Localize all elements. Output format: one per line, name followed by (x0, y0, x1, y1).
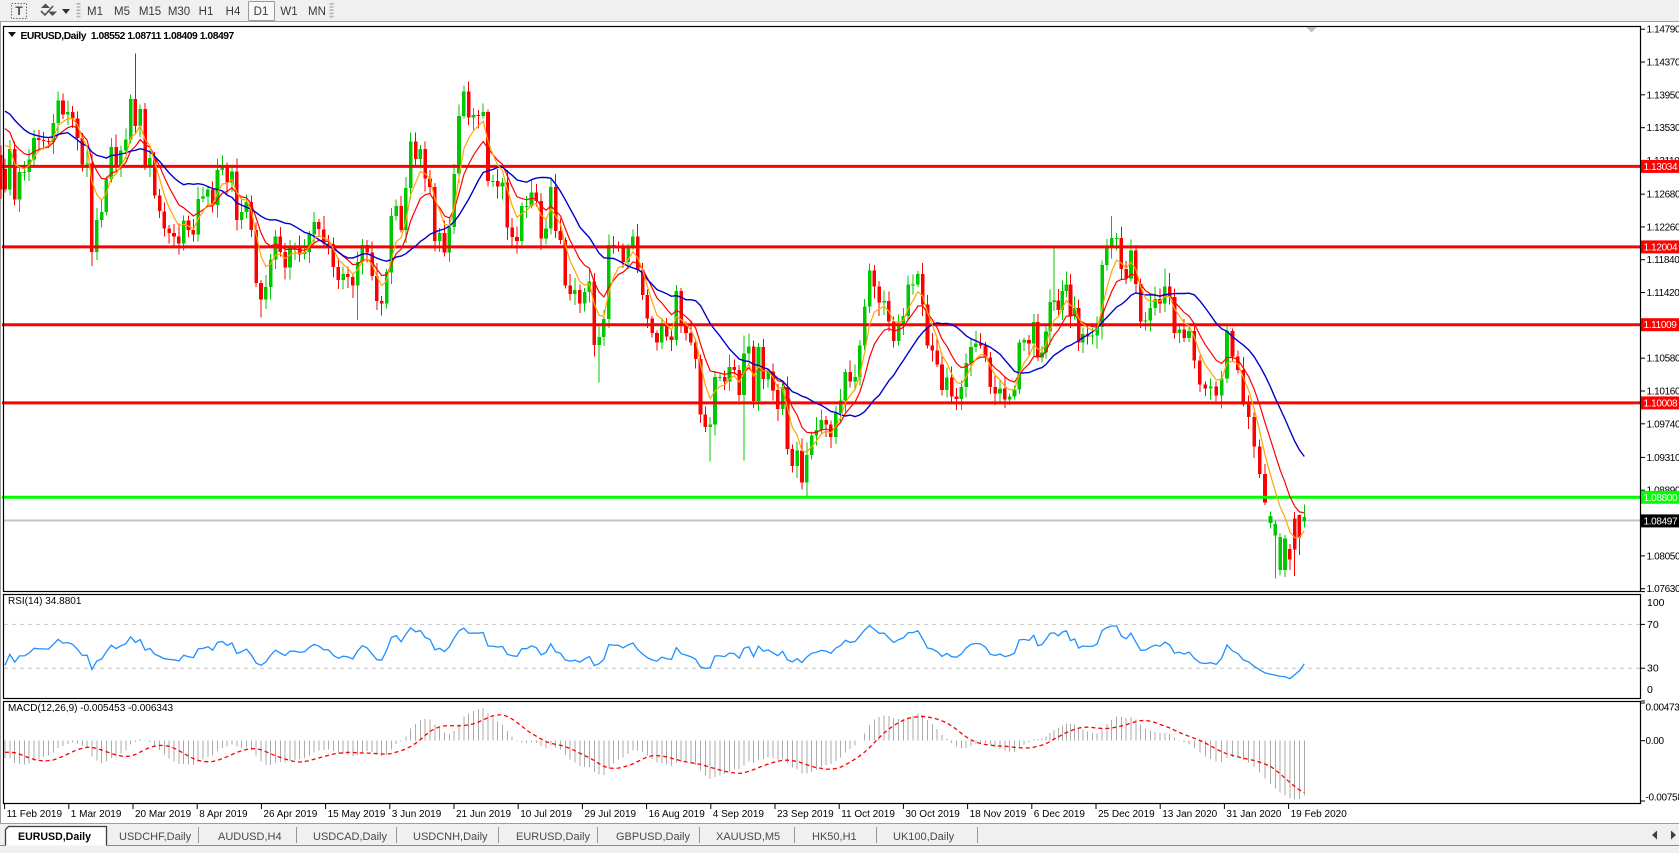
svg-text:30: 30 (1647, 663, 1659, 675)
svg-text:1.11009: 1.11009 (1644, 320, 1678, 331)
svg-text:USDCNH,Daily: USDCNH,Daily (413, 831, 488, 843)
svg-text:11 Feb 2019: 11 Feb 2019 (7, 809, 63, 820)
svg-text:1 Mar 2019: 1 Mar 2019 (71, 809, 122, 820)
svg-text:0.004738: 0.004738 (1646, 703, 1679, 714)
svg-text:0.00: 0.00 (1646, 736, 1665, 747)
svg-text:M5: M5 (114, 6, 130, 18)
svg-text:70: 70 (1647, 619, 1659, 631)
svg-text:XAUUSD,M5: XAUUSD,M5 (716, 831, 780, 843)
svg-text:11 Oct 2019: 11 Oct 2019 (841, 809, 895, 820)
svg-text:USDCAD,Daily: USDCAD,Daily (313, 831, 387, 843)
svg-text:1.09740: 1.09740 (1647, 419, 1679, 430)
svg-text:W1: W1 (280, 6, 297, 18)
svg-text:1.07630: 1.07630 (1647, 584, 1679, 595)
svg-text:1.12004: 1.12004 (1644, 242, 1678, 253)
svg-text:23 Sep 2019: 23 Sep 2019 (777, 809, 834, 820)
svg-text:HK50,H1: HK50,H1 (812, 831, 857, 843)
svg-text:6 Dec 2019: 6 Dec 2019 (1034, 809, 1086, 820)
svg-text:UK100,Daily: UK100,Daily (893, 831, 955, 843)
svg-text:1.14790: 1.14790 (1647, 25, 1679, 36)
svg-text:13 Jan 2020: 13 Jan 2020 (1162, 809, 1217, 820)
svg-text:8 Apr 2019: 8 Apr 2019 (199, 809, 248, 820)
svg-text:4 Sep 2019: 4 Sep 2019 (713, 809, 765, 820)
svg-text:USDCHF,Daily: USDCHF,Daily (119, 831, 192, 843)
svg-text:1.08050: 1.08050 (1647, 551, 1679, 562)
svg-text:M1: M1 (87, 6, 103, 18)
svg-text:EURUSD,Daily 1.08552 1.08711: EURUSD,Daily 1.08552 1.08711 1.08409 1.0… (21, 31, 235, 42)
svg-text:1.13034: 1.13034 (1644, 162, 1678, 173)
svg-text:1.10580: 1.10580 (1647, 354, 1679, 365)
svg-text:AUDUSD,H4: AUDUSD,H4 (218, 831, 282, 843)
svg-text:3 Jun 2019: 3 Jun 2019 (392, 809, 442, 820)
svg-text:1.08800: 1.08800 (1644, 493, 1678, 504)
svg-text:21 Jun 2019: 21 Jun 2019 (456, 809, 511, 820)
svg-text:1.11420: 1.11420 (1647, 288, 1679, 299)
svg-text:1.09310: 1.09310 (1647, 453, 1679, 464)
svg-text:1.13950: 1.13950 (1647, 90, 1679, 101)
svg-text:25 Dec 2019: 25 Dec 2019 (1098, 809, 1155, 820)
svg-text:MACD(12,26,9) -0.005453 -0.006: MACD(12,26,9) -0.005453 -0.006343 (8, 703, 174, 714)
svg-text:1.14370: 1.14370 (1647, 58, 1679, 69)
svg-text:EURUSD,Daily: EURUSD,Daily (516, 831, 590, 843)
svg-text:MN: MN (308, 6, 326, 18)
svg-text:0: 0 (1647, 684, 1653, 696)
svg-text:T: T (15, 4, 23, 18)
svg-text:-0.00758: -0.00758 (1646, 793, 1679, 804)
svg-text:26 Apr 2019: 26 Apr 2019 (263, 809, 317, 820)
svg-text:15 May 2019: 15 May 2019 (328, 809, 386, 820)
svg-text:M30: M30 (168, 6, 190, 18)
svg-text:RSI(14) 34.8801: RSI(14) 34.8801 (8, 596, 82, 607)
svg-text:20 Mar 2019: 20 Mar 2019 (135, 809, 192, 820)
svg-text:30 Oct 2019: 30 Oct 2019 (905, 809, 960, 820)
svg-text:100: 100 (1647, 597, 1665, 609)
svg-text:M15: M15 (139, 6, 161, 18)
svg-text:29 Jul 2019: 29 Jul 2019 (584, 809, 636, 820)
svg-text:16 Aug 2019: 16 Aug 2019 (649, 809, 706, 820)
svg-text:1.11840: 1.11840 (1647, 255, 1679, 266)
svg-text:1.12260: 1.12260 (1647, 222, 1679, 233)
svg-text:1.13530: 1.13530 (1647, 123, 1679, 134)
svg-text:1.12680: 1.12680 (1647, 190, 1679, 201)
svg-text:1.10160: 1.10160 (1647, 387, 1679, 398)
svg-text:19 Feb 2020: 19 Feb 2020 (1291, 809, 1348, 820)
svg-text:1.10008: 1.10008 (1644, 398, 1678, 409)
svg-text:31 Jan 2020: 31 Jan 2020 (1226, 809, 1281, 820)
svg-text:EURUSD,Daily: EURUSD,Daily (18, 831, 91, 843)
svg-text:H1: H1 (199, 6, 214, 18)
svg-text:H4: H4 (226, 6, 241, 18)
svg-text:1.08497: 1.08497 (1644, 516, 1678, 527)
svg-text:D1: D1 (254, 6, 269, 18)
svg-text:GBPUSD,Daily: GBPUSD,Daily (616, 831, 690, 843)
svg-text:10 Jul 2019: 10 Jul 2019 (520, 809, 572, 820)
svg-text:18 Nov 2019: 18 Nov 2019 (970, 809, 1027, 820)
